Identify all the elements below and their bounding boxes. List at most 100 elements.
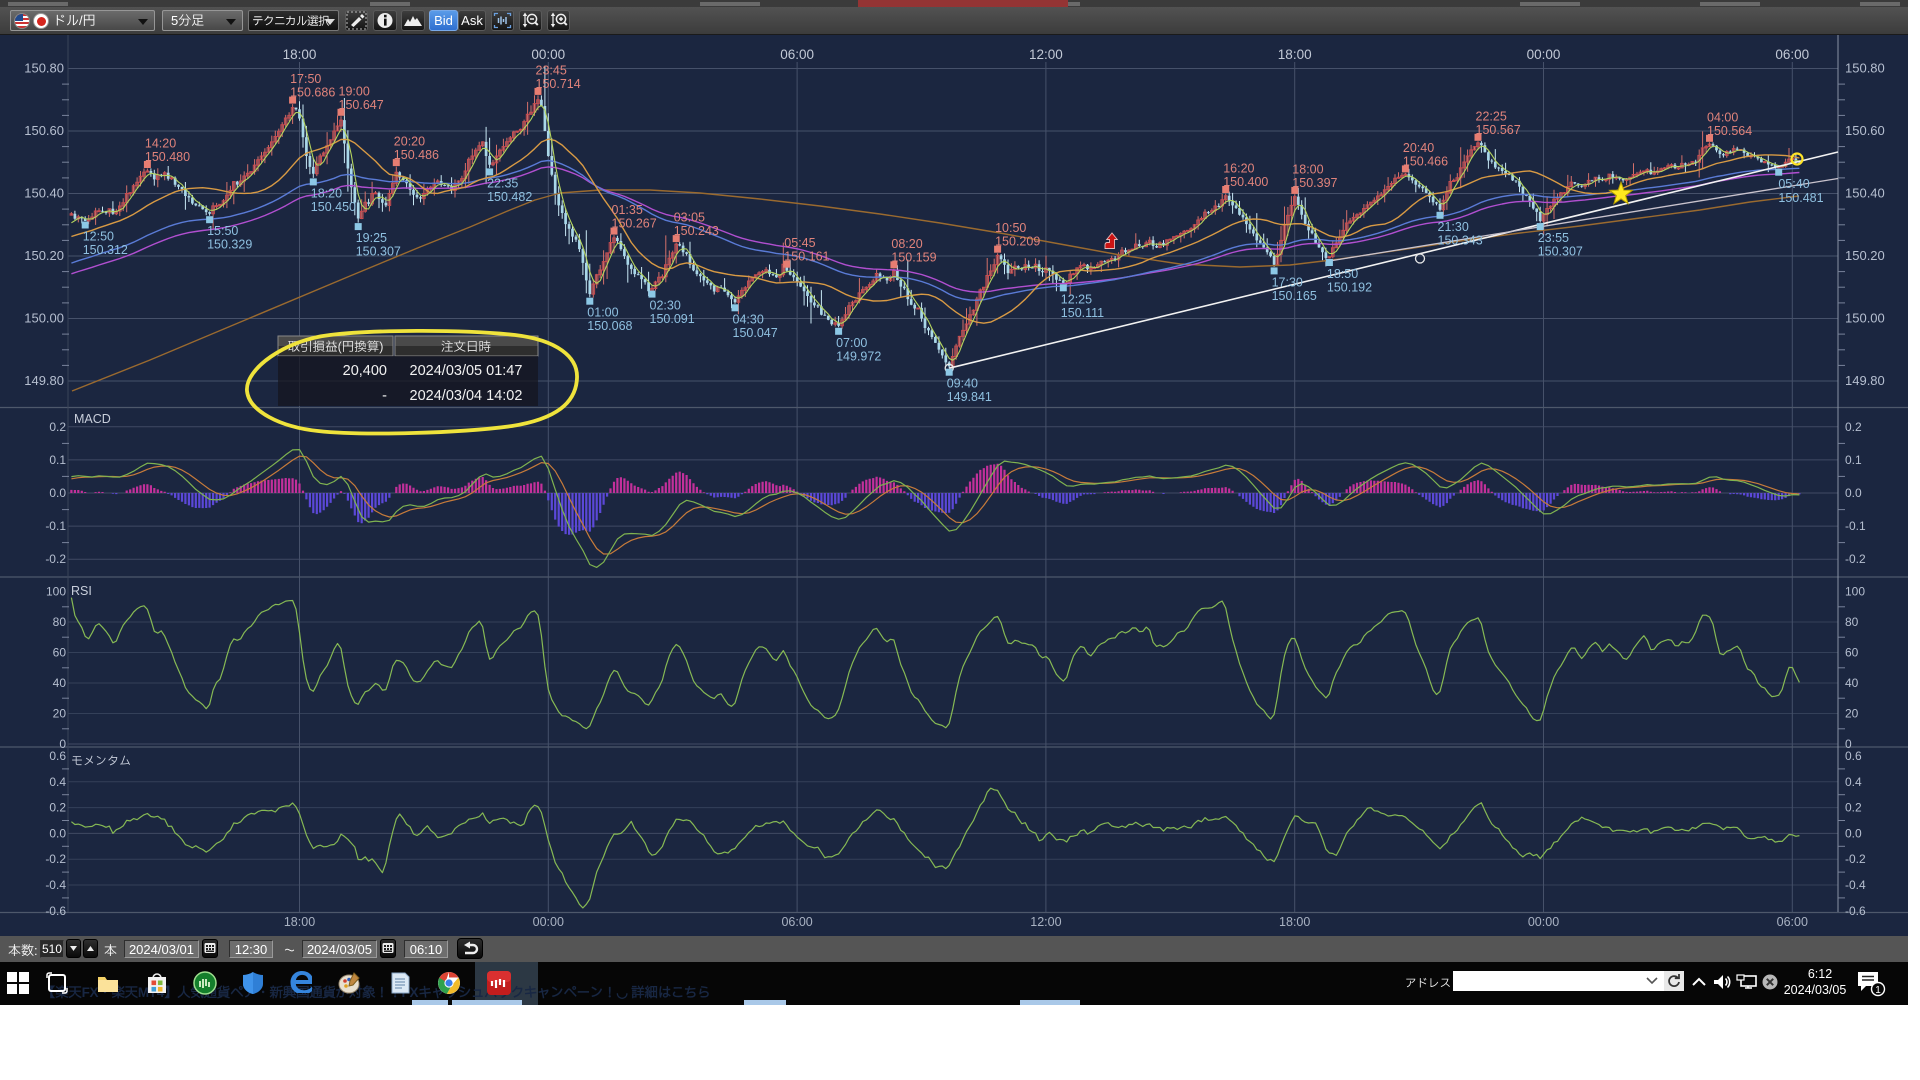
svg-text:150.450: 150.450 xyxy=(311,200,356,214)
svg-text:12:00: 12:00 xyxy=(1029,47,1063,62)
svg-text:-0.6: -0.6 xyxy=(1845,904,1866,918)
svg-text:0.0: 0.0 xyxy=(49,826,66,840)
svg-text:-0.2: -0.2 xyxy=(1845,552,1866,566)
svg-text:149.80: 149.80 xyxy=(24,373,64,388)
svg-text:60: 60 xyxy=(53,646,67,660)
svg-text:12:00: 12:00 xyxy=(1030,915,1061,929)
svg-text:02:30: 02:30 xyxy=(650,299,681,313)
svg-text:0.2: 0.2 xyxy=(49,420,66,434)
svg-text:-: - xyxy=(382,388,387,404)
svg-text:17:50: 17:50 xyxy=(290,72,321,86)
svg-text:00:00: 00:00 xyxy=(533,915,564,929)
svg-text:-0.6: -0.6 xyxy=(45,904,66,918)
svg-text:150.307: 150.307 xyxy=(1538,245,1583,259)
svg-text:0.0: 0.0 xyxy=(49,486,66,500)
svg-text:150.397: 150.397 xyxy=(1292,176,1337,190)
svg-text:00:00: 00:00 xyxy=(1528,915,1559,929)
svg-text:150.329: 150.329 xyxy=(207,238,252,252)
svg-text:0.2: 0.2 xyxy=(1845,420,1862,434)
svg-text:0.4: 0.4 xyxy=(49,775,66,789)
svg-text:149.972: 149.972 xyxy=(836,349,881,363)
svg-text:150.482: 150.482 xyxy=(487,190,532,204)
svg-text:150.343: 150.343 xyxy=(1438,233,1483,247)
svg-text:取引損益(円換算): 取引損益(円換算) xyxy=(288,340,384,354)
svg-text:20:20: 20:20 xyxy=(394,135,425,149)
svg-text:20,400: 20,400 xyxy=(343,363,387,379)
svg-text:150.068: 150.068 xyxy=(587,319,632,333)
svg-text:0.0: 0.0 xyxy=(1845,826,1862,840)
svg-text:150.60: 150.60 xyxy=(1845,123,1885,138)
svg-text:21:30: 21:30 xyxy=(1438,220,1469,234)
svg-text:14:20: 14:20 xyxy=(145,137,176,151)
svg-text:06:00: 06:00 xyxy=(781,915,812,929)
svg-text:注文日時: 注文日時 xyxy=(441,340,491,354)
svg-text:150.20: 150.20 xyxy=(24,248,64,263)
svg-text:150.564: 150.564 xyxy=(1707,124,1752,138)
svg-text:1: 1 xyxy=(1875,985,1881,996)
svg-text:150.159: 150.159 xyxy=(891,250,936,264)
svg-text:-0.4: -0.4 xyxy=(1845,878,1866,892)
svg-text:08:20: 08:20 xyxy=(891,237,922,251)
svg-text:0.1: 0.1 xyxy=(1845,453,1862,467)
svg-text:150.20: 150.20 xyxy=(1845,248,1885,263)
svg-text:40: 40 xyxy=(1845,676,1859,690)
svg-text:0.2: 0.2 xyxy=(49,801,66,815)
svg-text:150.192: 150.192 xyxy=(1327,281,1372,295)
svg-text:150.80: 150.80 xyxy=(1845,61,1885,76)
svg-text:00:00: 00:00 xyxy=(1527,47,1561,62)
svg-text:150.686: 150.686 xyxy=(290,86,335,100)
svg-text:23:45: 23:45 xyxy=(536,63,567,77)
svg-text:150.60: 150.60 xyxy=(24,123,64,138)
svg-text:150.047: 150.047 xyxy=(733,326,778,340)
svg-text:150.312: 150.312 xyxy=(83,243,128,257)
svg-text:04:30: 04:30 xyxy=(733,312,764,326)
svg-text:149.841: 149.841 xyxy=(947,390,992,404)
svg-text:MACD: MACD xyxy=(74,412,111,426)
svg-text:-0.4: -0.4 xyxy=(45,878,66,892)
svg-text:150.486: 150.486 xyxy=(394,148,439,162)
svg-text:-0.1: -0.1 xyxy=(45,519,66,533)
svg-text:17:30: 17:30 xyxy=(1272,275,1303,289)
svg-text:0.0: 0.0 xyxy=(1845,486,1862,500)
svg-text:0: 0 xyxy=(59,737,66,751)
svg-text:150.307: 150.307 xyxy=(356,245,401,259)
svg-text:100: 100 xyxy=(1845,585,1865,599)
svg-text:0.2: 0.2 xyxy=(1845,801,1862,815)
svg-text:20:40: 20:40 xyxy=(1403,141,1434,155)
svg-text:150.00: 150.00 xyxy=(24,311,64,326)
svg-text:150.80: 150.80 xyxy=(24,61,64,76)
svg-text:-0.2: -0.2 xyxy=(45,852,66,866)
svg-text:150.647: 150.647 xyxy=(339,98,384,112)
svg-text:18:00: 18:00 xyxy=(1278,47,1312,62)
svg-text:06:00: 06:00 xyxy=(1775,47,1809,62)
svg-text:18:00: 18:00 xyxy=(1279,915,1310,929)
svg-text:06:00: 06:00 xyxy=(1777,915,1808,929)
svg-text:150.480: 150.480 xyxy=(145,150,190,164)
svg-text:22:35: 22:35 xyxy=(487,176,518,190)
svg-text:0: 0 xyxy=(1845,737,1852,751)
svg-text:80: 80 xyxy=(1845,615,1859,629)
svg-text:04:00: 04:00 xyxy=(1707,110,1738,124)
svg-text:2024/03/04 14:02: 2024/03/04 14:02 xyxy=(410,388,523,404)
svg-text:150.40: 150.40 xyxy=(1845,186,1885,201)
svg-text:149.80: 149.80 xyxy=(1845,373,1885,388)
svg-text:150.40: 150.40 xyxy=(24,186,64,201)
svg-text:150.400: 150.400 xyxy=(1223,175,1268,189)
svg-text:20: 20 xyxy=(53,707,67,721)
svg-text:00:00: 00:00 xyxy=(531,47,565,62)
svg-text:16:20: 16:20 xyxy=(1223,162,1254,176)
svg-text:0.4: 0.4 xyxy=(1845,775,1862,789)
svg-text:03:05: 03:05 xyxy=(674,211,705,225)
svg-text:2024/03/05 01:47: 2024/03/05 01:47 xyxy=(410,363,523,379)
svg-text:150.466: 150.466 xyxy=(1403,154,1448,168)
svg-text:22:25: 22:25 xyxy=(1476,109,1507,123)
svg-text:0.6: 0.6 xyxy=(49,749,66,763)
svg-text:150.165: 150.165 xyxy=(1272,289,1317,303)
svg-text:150.00: 150.00 xyxy=(1845,311,1885,326)
svg-text:05:40: 05:40 xyxy=(1778,177,1809,191)
svg-text:18:00: 18:00 xyxy=(284,915,315,929)
svg-text:0.6: 0.6 xyxy=(1845,749,1862,763)
svg-text:18:00: 18:00 xyxy=(1292,162,1323,176)
svg-text:150.481: 150.481 xyxy=(1778,191,1823,205)
svg-text:23:55: 23:55 xyxy=(1538,231,1569,245)
